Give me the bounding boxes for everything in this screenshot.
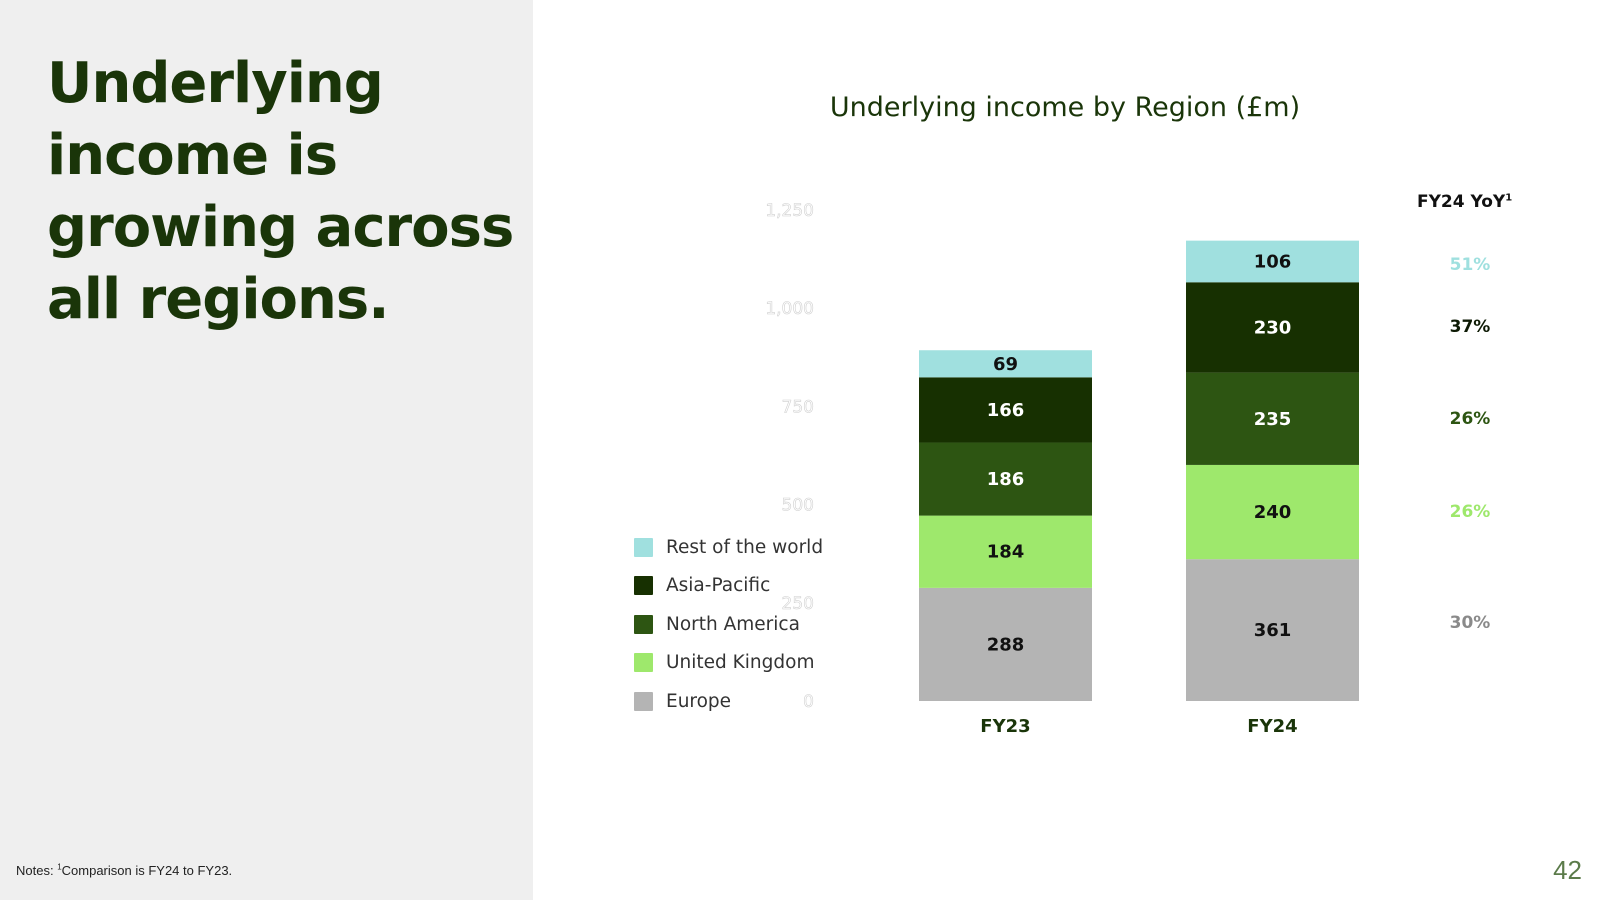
data-label: 184 (987, 542, 1025, 563)
data-label: 361 (1254, 620, 1292, 641)
y-tick-label: 0 (803, 692, 814, 712)
yoy-value: 37% (1449, 317, 1491, 338)
data-label: 166 (987, 400, 1025, 421)
yoy-value: 26% (1449, 408, 1491, 429)
bar-segment (1186, 282, 1359, 373)
legend-swatch (634, 653, 653, 673)
bar-segment (1186, 464, 1359, 560)
legend-swatch (634, 537, 653, 557)
footnote: Notes: 1Comparison is FY24 to FY23. (16, 863, 232, 878)
data-label: 106 (1254, 251, 1292, 272)
y-tick-label: 500 (782, 496, 814, 516)
bar-segment (919, 515, 1092, 588)
yoy-header-text: FY24 YoY (1417, 192, 1506, 212)
legend-item: Rest of the world (634, 528, 823, 567)
bar-segment (919, 442, 1092, 516)
chart-title: Underlying income by Region (£m) (829, 92, 1301, 123)
slide-headline: Underlying income is growing across all … (47, 51, 514, 332)
footnote-prefix: Notes: (16, 863, 58, 878)
legend-item: Asia-Pacific (634, 567, 823, 606)
yoy-value: 26% (1449, 502, 1491, 523)
legend-label: Asia-Pacific (666, 575, 771, 597)
x-category-label: FY23 (980, 716, 1030, 737)
yoy-column-header: FY24 YoY1 (1417, 192, 1512, 212)
yoy-value: 51% (1449, 255, 1491, 276)
legend-label: Rest of the world (666, 536, 824, 558)
y-tick-label: 750 (782, 397, 814, 417)
legend-label: United Kingdom (666, 652, 815, 674)
legend-item: Europe (634, 682, 823, 721)
bar-segment (1186, 559, 1359, 701)
bar-segment (1186, 240, 1359, 283)
chart-legend: Rest of the world Asia-Pacific North Ameri… (634, 528, 823, 721)
bar-segment (919, 350, 1092, 378)
data-label: 69 (993, 354, 1018, 375)
page-number: 42 (1553, 855, 1582, 885)
left-panel: Underlying income is growing across all … (0, 0, 533, 900)
y-tick-label: 1,250 (765, 201, 814, 221)
data-label: 288 (987, 634, 1025, 655)
legend-item: United Kingdom (634, 644, 823, 683)
y-tick-label: 1,000 (765, 299, 814, 319)
legend-swatch (634, 614, 653, 634)
bar-segment (1186, 372, 1359, 465)
x-category-label: FY24 (1247, 716, 1297, 737)
yoy-value: 30% (1449, 613, 1491, 634)
legend-swatch (634, 576, 653, 596)
bar-segment (919, 587, 1092, 701)
y-tick-label: 250 (782, 594, 814, 614)
data-label: 240 (1254, 502, 1292, 523)
legend-label: North America (666, 613, 800, 635)
legend-swatch (634, 691, 653, 711)
data-label: 230 (1254, 317, 1292, 338)
bar-segment (919, 377, 1092, 443)
footnote-marker: 1 (57, 862, 62, 872)
legend-item: North America (634, 605, 823, 644)
yoy-header-marker: 1 (1505, 192, 1513, 204)
data-label: 235 (1254, 409, 1292, 430)
data-label: 186 (987, 469, 1025, 490)
footnote-text: Comparison is FY24 to FY23. (61, 863, 233, 878)
legend-label: Europe (666, 690, 732, 712)
